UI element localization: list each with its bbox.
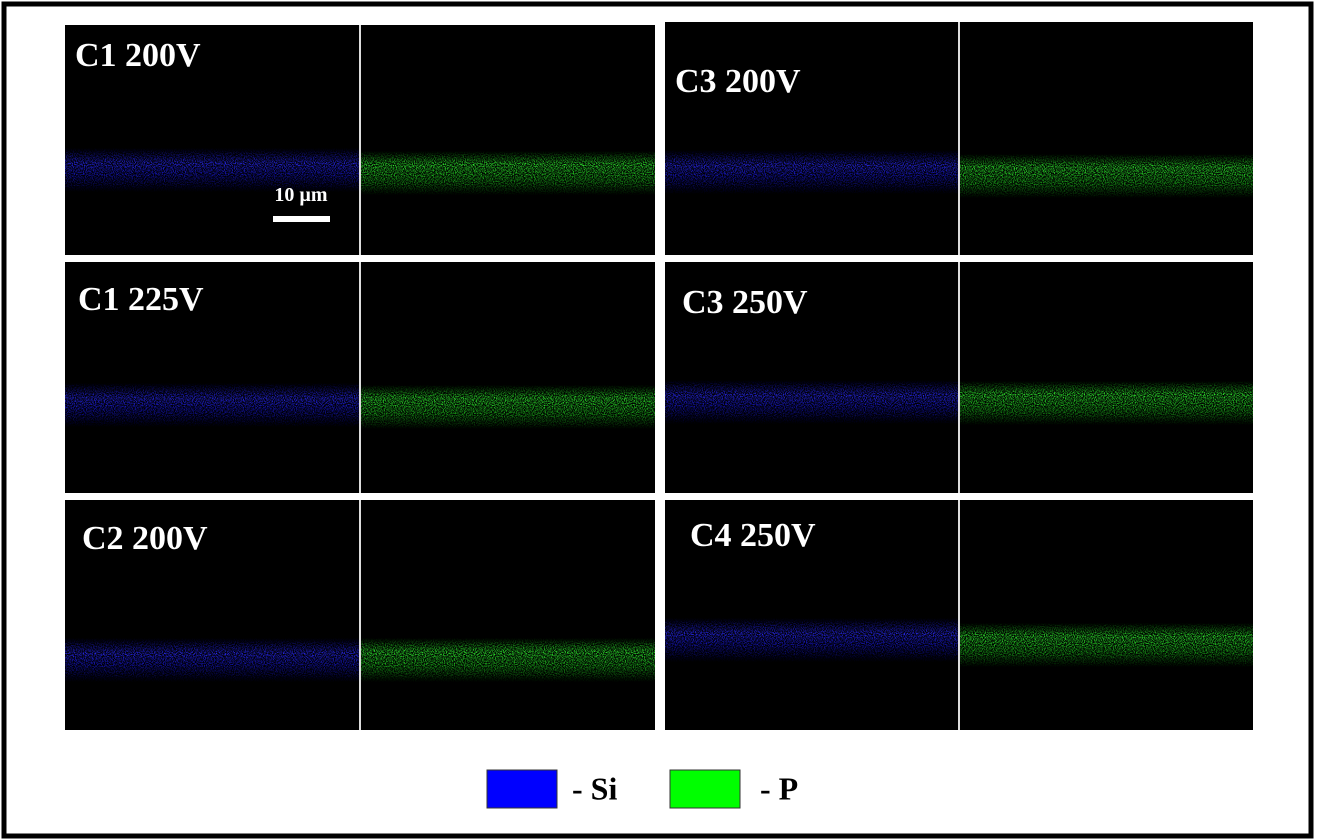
p-band xyxy=(361,151,655,195)
panel-label: C1 225V xyxy=(78,281,204,318)
p-band xyxy=(960,154,1253,198)
panels: C1 200V C3 200V C1 225V C3 250V C2 200V C4 25… xyxy=(65,22,1253,730)
si-band xyxy=(665,150,958,194)
p-band xyxy=(361,638,655,682)
p-band xyxy=(960,381,1253,425)
si-band xyxy=(665,380,958,424)
legend-swatch xyxy=(486,769,558,809)
panel-label: C4 250V xyxy=(690,517,816,554)
panel-label: C2 200V xyxy=(82,520,208,557)
scale-bar xyxy=(273,216,330,222)
legend-label: - P xyxy=(760,770,798,806)
panel-label: C1 200V xyxy=(75,37,201,74)
si-band xyxy=(65,638,359,682)
scale-bar-label: 10 µm xyxy=(274,184,328,206)
p-band xyxy=(361,385,655,429)
legend: - Si - P xyxy=(486,769,798,809)
legend-label: - Si xyxy=(572,770,617,806)
si-band xyxy=(65,383,359,427)
si-band xyxy=(665,618,958,662)
panel-label: C3 200V xyxy=(675,63,801,100)
p-band xyxy=(960,623,1253,667)
panel-label: C3 250V xyxy=(682,284,808,321)
si-band xyxy=(65,148,359,192)
legend-swatch xyxy=(669,769,741,809)
